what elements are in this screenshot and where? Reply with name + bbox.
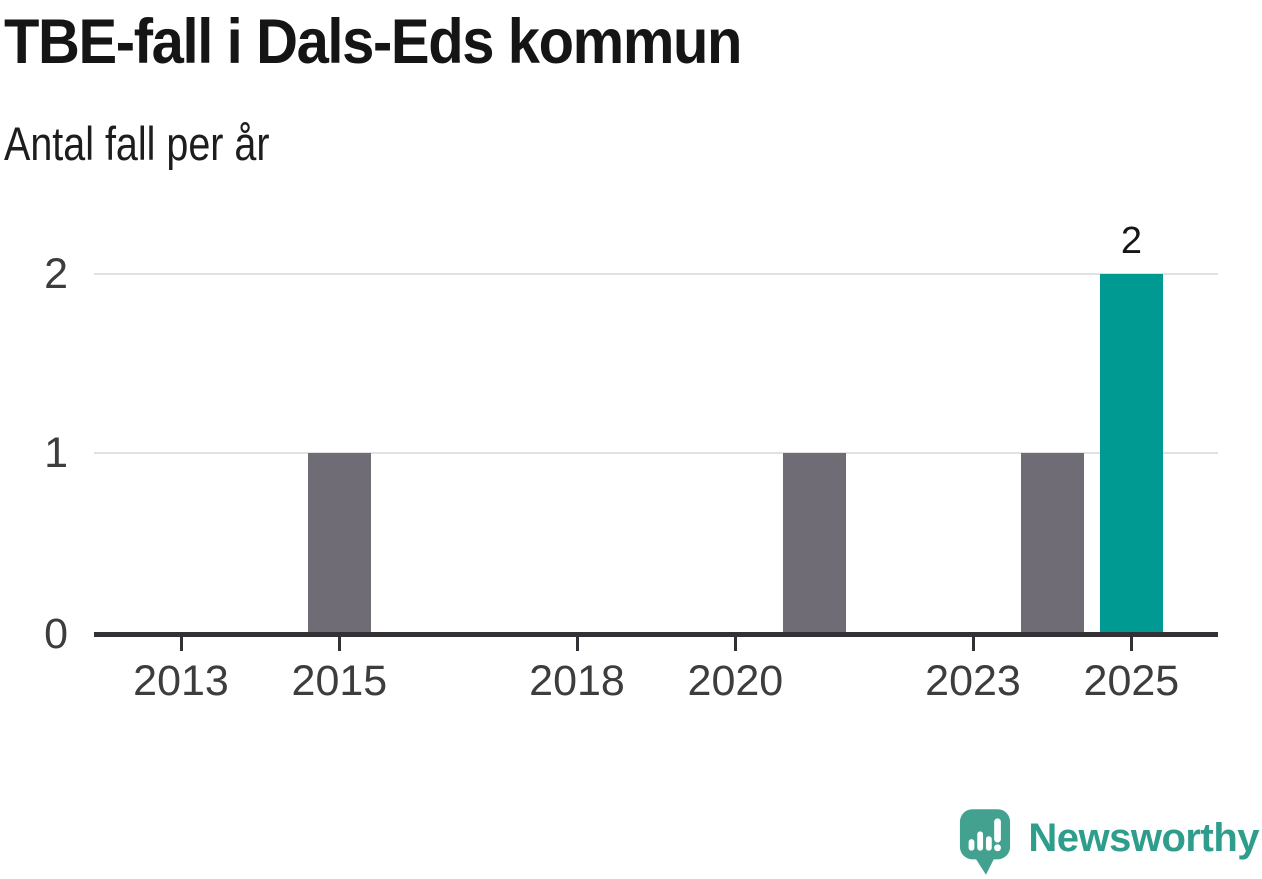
newsworthy-logo: Newsworthy <box>958 807 1259 877</box>
bar-2015 <box>307 453 371 632</box>
x-axis-label-2013: 2013 <box>133 657 229 705</box>
x-tick-2025 <box>1129 637 1133 651</box>
x-tick-2013 <box>179 637 183 651</box>
chart-subtitle: Antal fall per år <box>4 117 270 170</box>
bar-2024 <box>1020 453 1084 632</box>
x-tick-2018 <box>575 637 579 651</box>
newsworthy-logo-icon <box>960 809 1011 875</box>
y-axis-label-2: 2 <box>44 250 68 298</box>
bar-2021 <box>783 453 847 632</box>
x-axis-label-2020: 2020 <box>687 657 784 705</box>
bar-value-label-2025: 2 <box>1120 220 1142 262</box>
y-axis-label-1: 1 <box>44 429 68 477</box>
x-axis-line <box>94 632 1218 637</box>
newsworthy-logo-text: Newsworthy <box>1028 816 1259 860</box>
x-axis-label-2025: 2025 <box>1083 657 1180 705</box>
x-axis-label-2023: 2023 <box>925 657 1021 705</box>
bar-2025 <box>1099 274 1163 632</box>
x-axis-label-2018: 2018 <box>529 657 625 705</box>
chart-title: TBE-fall i Dals-Eds kommun <box>4 7 742 77</box>
x-tick-2020 <box>733 637 737 651</box>
x-tick-2023 <box>971 637 975 651</box>
gridline-y1 <box>94 452 1218 454</box>
y-axis-label-0: 0 <box>44 610 68 658</box>
x-axis-label-2015: 2015 <box>291 657 388 705</box>
x-tick-2015 <box>337 637 341 651</box>
gridline-y2 <box>94 273 1218 275</box>
